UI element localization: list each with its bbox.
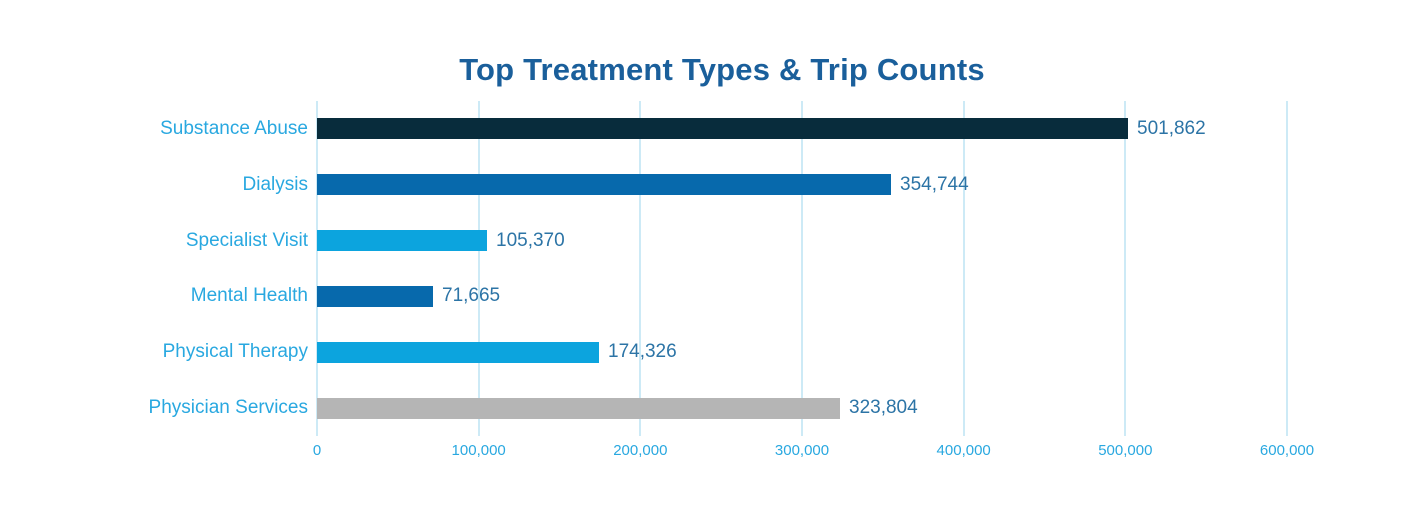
x-tick-label: 200,000 — [613, 442, 668, 459]
x-tick-label: 600,000 — [1259, 442, 1315, 459]
gridline — [477, 101, 480, 436]
value-label: 71,665 — [442, 285, 501, 307]
gridline — [316, 101, 318, 436]
bar-physical-therapy[interactable] — [317, 341, 599, 363]
bar-row: Dialysis 354,744 — [0, 172, 1423, 198]
bars-layer: Substance Abuse 501,862 Dialysis 354,744 Spe… — [0, 101, 1423, 436]
bar-physician-services[interactable] — [317, 397, 840, 419]
chart-title: Top Treatment Types & Trip Counts — [459, 52, 985, 87]
x-tick-label: 300,000 — [774, 442, 830, 459]
x-tick-label: 0 — [312, 442, 322, 459]
category-label: Dialysis — [242, 173, 308, 195]
gridline — [962, 101, 965, 436]
category-label: Physical Therapy — [162, 341, 308, 363]
bar-row: Specialist Visit 105,370 — [0, 228, 1423, 254]
bar-row: Physician Services 323,804 — [0, 395, 1423, 421]
bar-row: Substance Abuse 501,862 — [0, 116, 1423, 142]
value-label: 105,370 — [496, 229, 565, 251]
bar-row: Physical Therapy 174,326 — [0, 339, 1423, 365]
category-label: Substance Abuse — [160, 117, 308, 139]
value-label: 174,326 — [608, 341, 677, 363]
gridline — [801, 101, 803, 436]
gridline — [1124, 101, 1127, 436]
x-tick-label: 100,000 — [451, 442, 506, 459]
bar-substance-abuse[interactable] — [317, 118, 1128, 140]
bar-row: Mental Health 71,665 — [0, 283, 1423, 309]
category-label: Mental Health — [190, 285, 308, 307]
category-label: Specialist Visit — [185, 229, 308, 251]
x-tick-label: 400,000 — [936, 442, 991, 459]
bar-specialist-visit[interactable] — [317, 230, 487, 252]
bar-mental-health[interactable] — [317, 285, 433, 307]
gridline — [639, 101, 642, 436]
x-tick-label: 500,000 — [1098, 442, 1153, 459]
plot-area: 0 100,000 200,000 300,000 400,000 500,000 600,… — [313, 101, 1314, 459]
category-label: Physician Services — [148, 397, 308, 419]
gridline — [1286, 101, 1288, 436]
value-label: 354,744 — [900, 173, 969, 195]
bar-dialysis[interactable] — [317, 174, 891, 196]
value-label: 323,804 — [849, 397, 918, 419]
value-label: 501,862 — [1137, 117, 1206, 139]
